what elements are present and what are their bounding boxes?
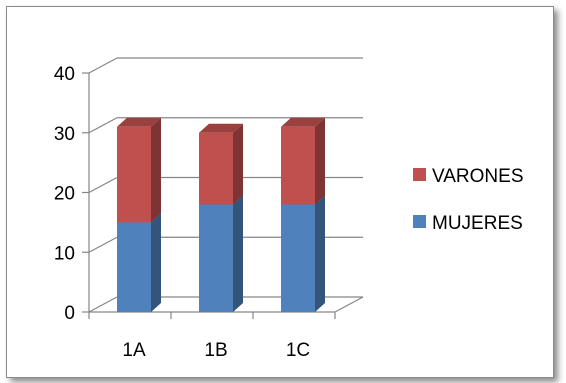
y-tick-label: 0 [64, 303, 75, 324]
bars [117, 117, 325, 312]
bar-side-mujeres-1a [151, 213, 161, 312]
bar-varones-1c [281, 126, 315, 205]
bar-top-varones-1b [199, 123, 243, 133]
x-tick-label-1b: 1B [204, 340, 227, 361]
floor-right-edge [334, 296, 364, 313]
bar-side-varones-1c [315, 117, 325, 205]
y-tick-label: 10 [54, 243, 75, 264]
gridline-depth-1 [88, 236, 118, 253]
legend: VARONES MUJERES [413, 166, 524, 234]
bar-side-varones-1a [151, 117, 161, 223]
bar-top-varones-1a [117, 117, 161, 127]
bar-mujeres-1b [199, 204, 233, 312]
legend-label-varones: VARONES [432, 166, 524, 187]
legend-swatch-mujeres [413, 215, 426, 228]
gridline-depth-0 [88, 296, 118, 313]
stacked-bar-chart: 0 10 20 30 40 1A 1B 1C VARONES MUJERES [54, 57, 524, 361]
bar-side-mujeres-1b [233, 195, 243, 312]
gridline-depth-3 [88, 117, 118, 134]
bar-mujeres-1a [117, 222, 151, 312]
tick-labels: 0 10 20 30 40 1A 1B 1C [54, 64, 310, 361]
legend-label-mujeres: MUJERES [432, 213, 523, 234]
bar-varones-1a [117, 126, 151, 223]
y-tick-label: 30 [54, 124, 75, 145]
bar-mujeres-1c [281, 204, 315, 312]
bar-side-varones-1b [233, 123, 243, 205]
bar-varones-1b [199, 132, 233, 205]
x-tick-label-1c: 1C [286, 340, 310, 361]
y-tick-label: 40 [54, 64, 75, 85]
gridline-depth-4 [88, 57, 118, 74]
y-tick-label: 20 [54, 184, 75, 205]
legend-swatch-varones [413, 168, 426, 181]
bar-side-mujeres-1c [315, 195, 325, 312]
x-tick-label-1a: 1A [122, 340, 146, 361]
bar-top-varones-1c [281, 117, 325, 127]
chart-frame: 0 10 20 30 40 1A 1B 1C VARONES MUJERES [6, 6, 554, 378]
gridline-depth-2 [88, 176, 118, 194]
